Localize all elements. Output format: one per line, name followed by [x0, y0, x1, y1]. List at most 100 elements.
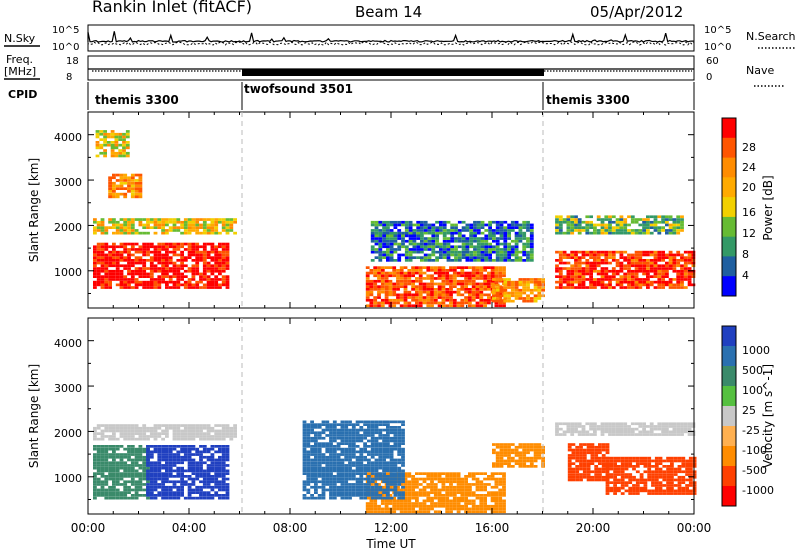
rti-cell — [214, 245, 219, 249]
rti-cell — [191, 488, 196, 492]
rti-cell — [96, 464, 101, 467]
rti-cell — [522, 456, 527, 460]
rti-cell — [187, 242, 192, 246]
rti-cell — [344, 494, 349, 497]
rti-cell — [503, 226, 508, 229]
rti-cell — [396, 288, 400, 291]
rti-cell — [93, 432, 97, 435]
rti-cell — [115, 250, 120, 254]
rti-cell — [210, 435, 215, 438]
rti-cell — [487, 475, 491, 478]
rti-cell — [492, 231, 496, 235]
rti-cell — [593, 267, 597, 270]
rti-cell — [473, 220, 477, 224]
rti-cell — [628, 481, 633, 484]
rti-cell — [499, 456, 504, 460]
rti-cell — [103, 154, 107, 158]
rti-cell — [363, 434, 367, 437]
rti-cell — [570, 278, 575, 281]
rti-cell — [670, 489, 674, 493]
rti-cell — [149, 426, 154, 430]
rti-cell — [210, 466, 215, 470]
rti-cell — [380, 285, 385, 288]
rti-cell — [499, 465, 504, 468]
rti-cell — [611, 259, 616, 262]
rti-cell — [680, 218, 684, 221]
rti-cell — [125, 132, 130, 136]
rti-cell — [611, 272, 616, 276]
rti-cell — [533, 294, 538, 298]
rti-cell — [206, 426, 211, 430]
rti-cell — [692, 470, 697, 474]
rti-cell — [100, 488, 105, 492]
rti-cell — [479, 293, 484, 297]
rti-cell — [142, 429, 147, 433]
rti-cell — [503, 283, 508, 287]
rti-cell — [494, 499, 499, 503]
rti-cell — [93, 466, 97, 470]
rti-cell — [452, 301, 457, 305]
rti-cell — [601, 459, 606, 463]
rti-cell — [399, 504, 404, 508]
rti-cell — [452, 502, 457, 505]
rti-cell — [475, 301, 480, 305]
rti-cell — [449, 504, 453, 508]
rti-cell — [460, 304, 465, 308]
rti-cell — [108, 192, 112, 196]
rti-cell — [430, 293, 434, 297]
rti-cell — [348, 469, 352, 473]
rti-cell — [310, 469, 314, 473]
rti-cell — [608, 261, 612, 265]
rti-cell — [514, 286, 519, 289]
rti-cell — [471, 483, 476, 486]
rti-cell — [665, 220, 669, 224]
rti-cell — [628, 462, 633, 465]
rti-cell — [619, 275, 624, 278]
rti-cell — [96, 477, 101, 481]
rti-cell — [146, 272, 150, 276]
rti-cell — [503, 462, 508, 465]
rti-cell — [503, 248, 508, 251]
rti-cell — [683, 286, 688, 289]
rti-cell — [195, 488, 200, 492]
rti-cell — [619, 220, 624, 224]
rti-cell — [168, 256, 173, 259]
rti-cell — [161, 450, 165, 454]
rti-cell — [582, 470, 587, 474]
rti-cell — [492, 288, 496, 292]
rti-cell — [187, 278, 192, 281]
rti-cell — [115, 464, 120, 467]
rti-cell — [514, 283, 519, 287]
rti-cell — [518, 259, 523, 262]
rti-cell — [526, 283, 530, 287]
rti-cell — [452, 494, 457, 497]
rti-cell — [195, 231, 200, 235]
rti-cell — [384, 285, 389, 288]
rti-cell — [306, 455, 311, 459]
rti-cell — [202, 475, 207, 478]
rti-cell — [571, 473, 576, 476]
rti-cell — [369, 510, 374, 514]
rti-cell — [100, 466, 105, 470]
rti-cell — [130, 248, 135, 251]
rti-cell — [416, 237, 421, 240]
rti-cell — [646, 231, 650, 235]
rti-cell — [460, 477, 465, 481]
rti-cell — [218, 437, 222, 441]
rti-cell — [670, 467, 674, 471]
rti-cell — [310, 453, 314, 456]
rti-cell — [555, 259, 559, 262]
rti-cell — [321, 480, 326, 484]
rti-cell — [336, 455, 341, 459]
rti-cell — [492, 283, 496, 287]
rti-cell — [596, 283, 601, 287]
rti-cell — [218, 469, 222, 473]
rti-cell — [229, 226, 234, 229]
rti-cell — [450, 245, 455, 249]
rti-cell — [149, 261, 154, 265]
rti-cell — [526, 451, 530, 455]
rti-cell — [153, 435, 158, 438]
rti-cell — [321, 445, 326, 448]
rti-cell — [332, 477, 337, 481]
rti-cell — [499, 288, 504, 292]
